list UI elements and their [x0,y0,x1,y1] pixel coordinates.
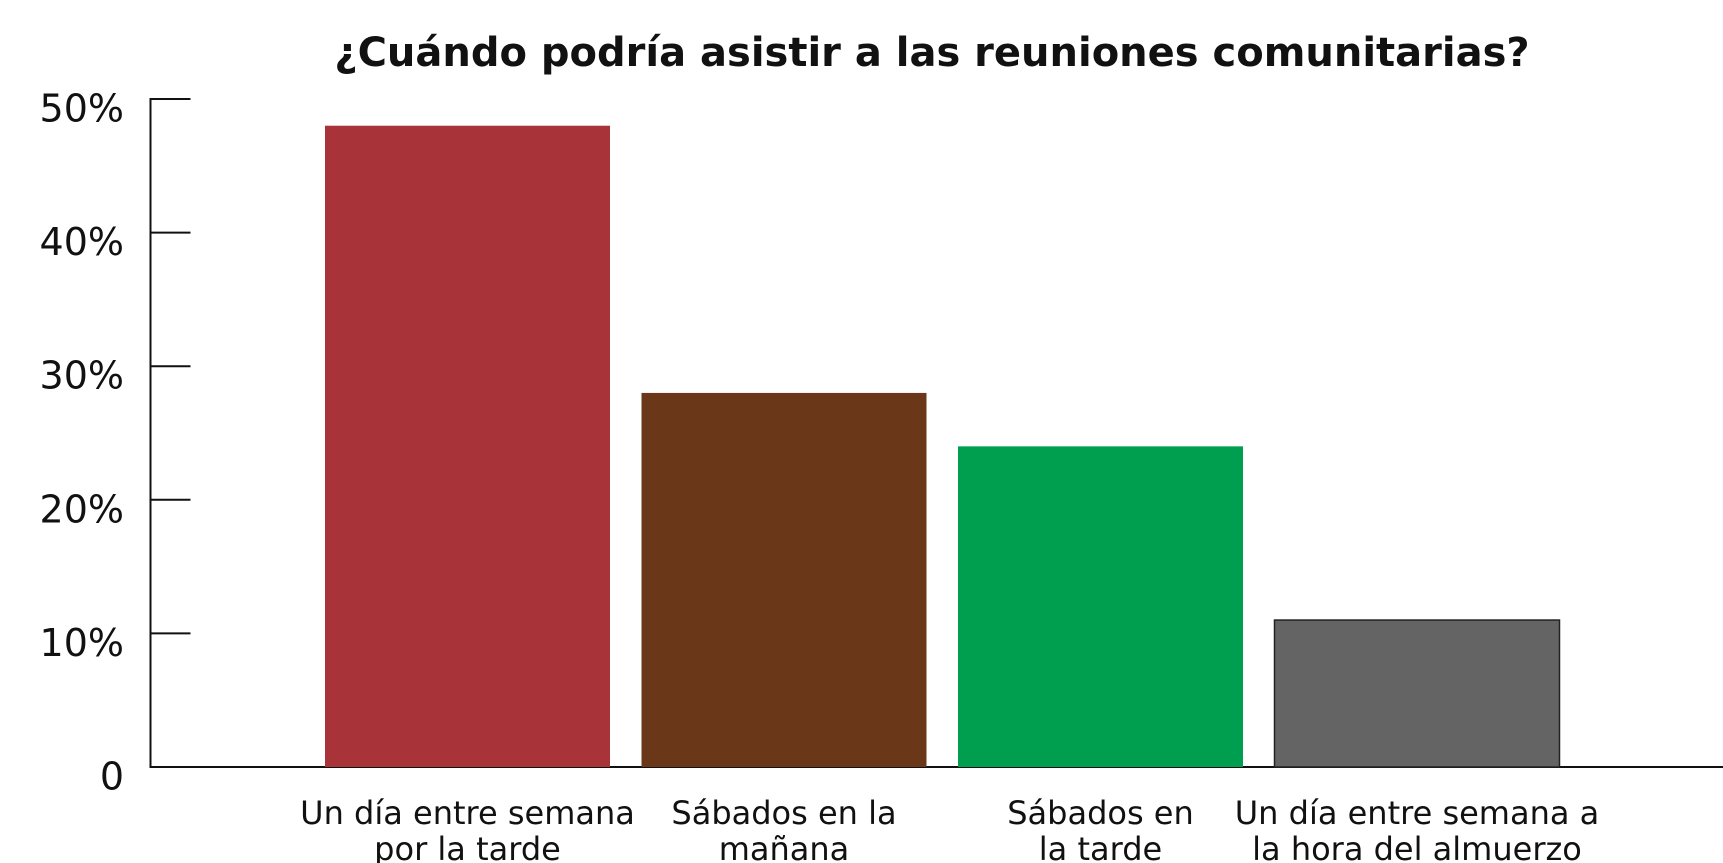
y-tick-label: 20% [40,487,124,531]
bar [325,125,610,768]
x-tick-label: la hora del almuerzo [1252,830,1582,863]
x-tick-label: mañana [719,830,850,863]
y-tick-label: 30% [40,354,124,398]
x-tick-label: Sábados en la [671,794,896,832]
x-tick-label: Sábados en [1007,794,1194,832]
x-tick-label: por la tarde [374,830,561,863]
x-tick-label: la tarde [1039,830,1162,863]
x-tick-label: Un día entre semana a [1235,794,1600,832]
y-tick-label: 50% [40,87,124,131]
y-tick-label: 10% [40,621,124,665]
y-tick-label: 0 [100,755,124,799]
x-tick-label: Un día entre semana [300,794,635,832]
bar [958,446,1243,767]
y-tick-label: 40% [40,220,124,264]
bar [641,392,927,767]
chart-title: ¿Cuándo podría asistir a las reuniones c… [334,30,1529,76]
bar [1273,619,1561,768]
